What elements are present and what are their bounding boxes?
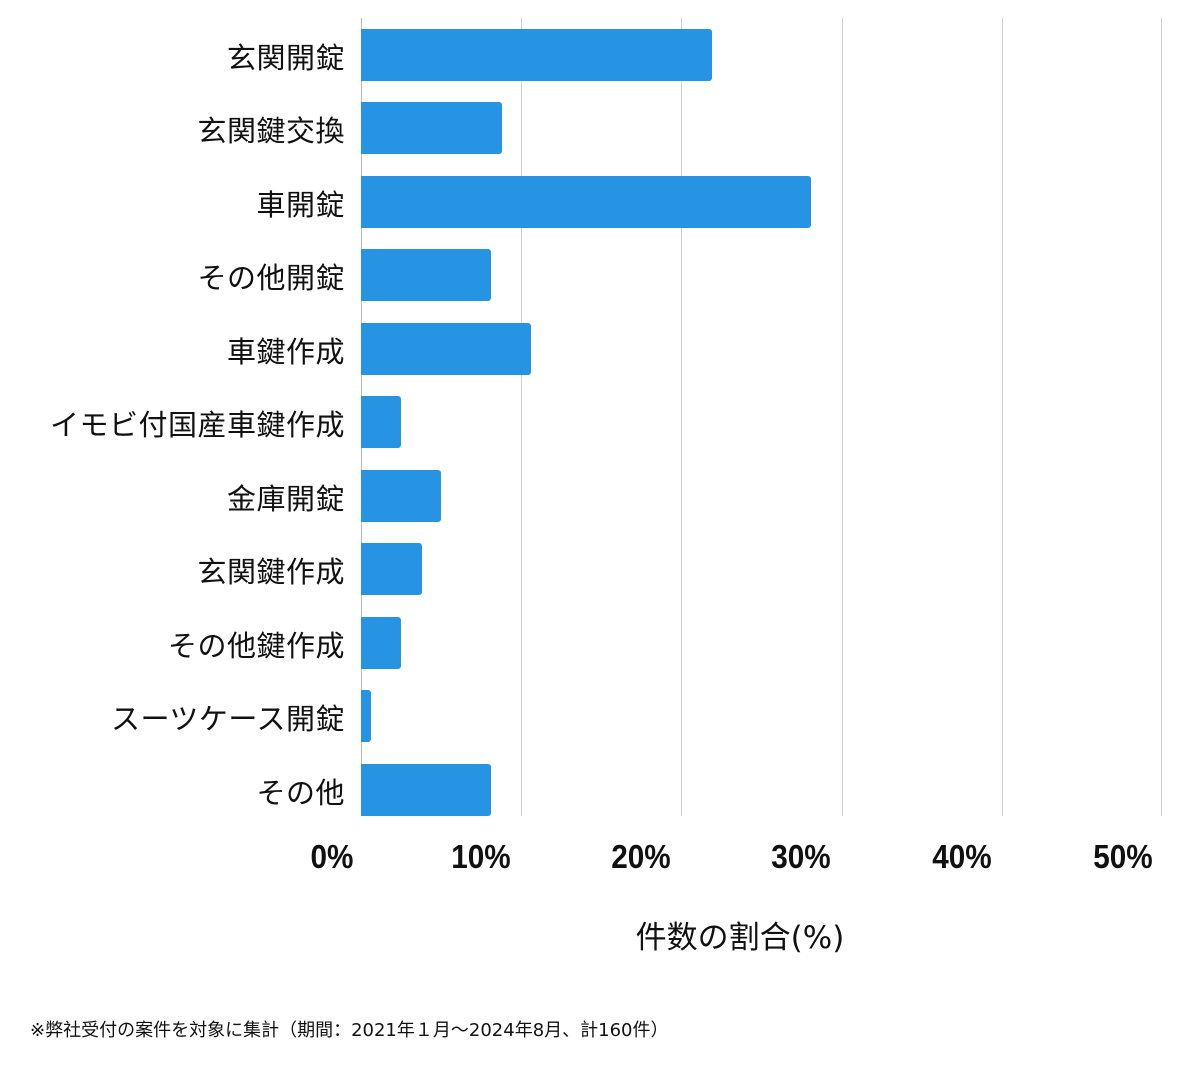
footnote: ※弊社受付の案件を対象に集計（期間：2021年１月～2024年8月、計160件） (30, 1020, 669, 1041)
category-label: 車開錠 (256, 188, 345, 222)
x-axis-title: 件数の割合(%) (635, 920, 845, 956)
plot-area (361, 18, 1162, 816)
bar (361, 396, 402, 448)
bar (361, 764, 491, 816)
bar (361, 543, 422, 595)
bar (361, 470, 442, 522)
category-label: その他鍵作成 (167, 629, 345, 663)
category-label: その他開錠 (197, 261, 345, 295)
bar (361, 29, 712, 81)
gridline-20 (681, 18, 682, 816)
category-label: 玄関開錠 (226, 41, 345, 75)
category-label: 金庫開錠 (226, 482, 345, 516)
x-tick-label: 20% (611, 838, 671, 875)
x-tick-label: 30% (771, 838, 831, 875)
gridline-30 (842, 18, 843, 816)
bar (361, 690, 371, 742)
category-label: その他 (256, 776, 345, 810)
gridline-40 (1002, 18, 1003, 816)
bar (361, 617, 402, 669)
x-tick-label: 10% (451, 838, 511, 875)
category-label: スーツケース開錠 (111, 702, 345, 736)
bar (361, 102, 502, 154)
x-tick-label: 40% (932, 838, 992, 875)
bar (361, 323, 531, 375)
bar (361, 176, 812, 228)
bar (361, 249, 491, 301)
category-label: 玄関鍵交換 (197, 114, 345, 148)
category-label: 玄関鍵作成 (197, 555, 345, 589)
category-label: 車鍵作成 (226, 335, 345, 369)
x-tick-label: 0% (310, 838, 354, 875)
x-tick-label: 50% (1093, 838, 1153, 875)
category-label: イモビ付国産車鍵作成 (49, 408, 345, 442)
gridline-10 (521, 18, 522, 816)
gridline-50 (1161, 18, 1162, 816)
